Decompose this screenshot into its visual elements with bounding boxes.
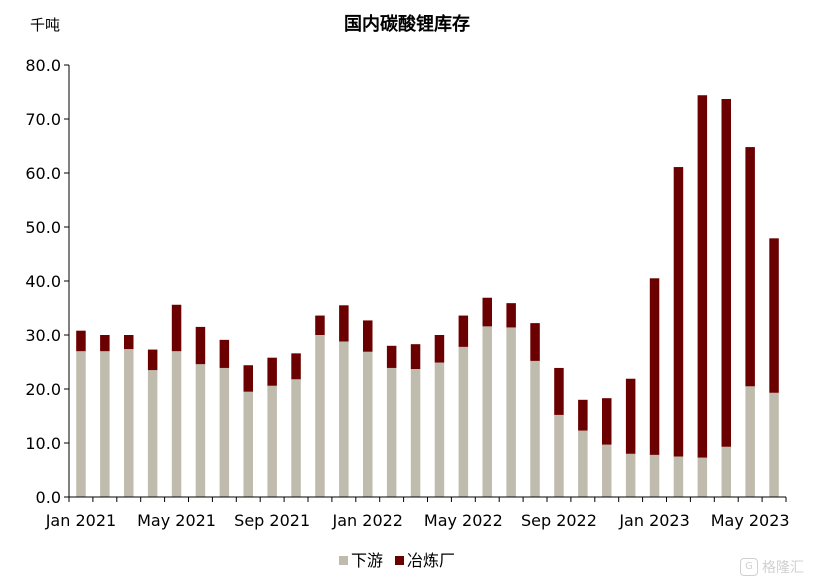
legend-swatch-downstream bbox=[339, 556, 348, 565]
y-tick-label: 20.0 bbox=[25, 380, 61, 399]
bar-smelter bbox=[625, 378, 636, 454]
bar-smelter bbox=[195, 326, 206, 365]
bar-downstream bbox=[434, 362, 445, 497]
x-tick-label: May 2023 bbox=[711, 511, 790, 530]
bar-smelter bbox=[171, 304, 182, 352]
y-tick-label: 0.0 bbox=[36, 488, 61, 507]
bar-smelter bbox=[697, 95, 708, 458]
bar-downstream bbox=[171, 351, 182, 497]
legend-label-smelter: 冶炼厂 bbox=[407, 551, 455, 570]
bar-downstream bbox=[339, 341, 349, 497]
bar-downstream bbox=[267, 385, 277, 497]
bar-downstream bbox=[625, 453, 636, 497]
x-tick-label: Sep 2021 bbox=[234, 511, 310, 530]
y-tick-label: 70.0 bbox=[25, 110, 61, 129]
bar-smelter bbox=[243, 365, 253, 392]
bar-smelter bbox=[769, 238, 779, 393]
bar-smelter bbox=[100, 335, 110, 352]
bar-downstream bbox=[769, 392, 779, 497]
bar-smelter bbox=[315, 315, 325, 335]
bar-downstream bbox=[578, 430, 588, 497]
bar-smelter bbox=[578, 399, 588, 431]
bar-downstream bbox=[506, 327, 516, 497]
bar-downstream bbox=[530, 360, 540, 497]
y-tick-label: 10.0 bbox=[25, 434, 61, 453]
bar-smelter bbox=[124, 335, 134, 350]
y-tick-label: 30.0 bbox=[25, 326, 61, 345]
x-tick-label: May 2021 bbox=[137, 511, 216, 530]
y-tick-label: 40.0 bbox=[25, 272, 61, 291]
bar-downstream bbox=[124, 349, 134, 497]
bar-downstream bbox=[602, 444, 612, 497]
bar-smelter bbox=[76, 330, 86, 352]
bar-downstream bbox=[76, 351, 86, 497]
x-tick-label: May 2022 bbox=[424, 511, 503, 530]
watermark-logo-icon: G bbox=[740, 558, 758, 576]
chart-title: 国内碳酸锂库存 bbox=[344, 13, 470, 35]
bar-downstream bbox=[363, 351, 373, 497]
bar-smelter bbox=[745, 147, 755, 387]
bar-downstream bbox=[697, 457, 708, 497]
bar-smelter bbox=[339, 305, 349, 342]
y-unit-label: 千吨 bbox=[30, 16, 60, 34]
y-tick-label: 80.0 bbox=[25, 56, 61, 75]
x-tick-label: Jan 2021 bbox=[45, 511, 116, 530]
legend: 下游 冶炼厂 bbox=[339, 551, 455, 570]
bar-downstream bbox=[147, 370, 158, 497]
bar-downstream bbox=[219, 367, 230, 497]
bar-downstream bbox=[315, 335, 325, 497]
bar-smelter bbox=[434, 335, 445, 363]
bar-downstream bbox=[482, 326, 492, 497]
bar-downstream bbox=[649, 454, 660, 497]
bar-downstream bbox=[195, 364, 206, 497]
bar-smelter bbox=[219, 339, 230, 368]
x-axis: Jan 2021 May 2021 Sep 2021 Jan 2022 May 2022… bbox=[45, 496, 790, 530]
bar-smelter bbox=[386, 345, 397, 368]
bar-smelter bbox=[554, 367, 564, 415]
bar-smelter bbox=[673, 167, 684, 457]
bars bbox=[76, 95, 779, 497]
y-tick-label: 50.0 bbox=[25, 218, 61, 237]
y-tick-label: 60.0 bbox=[25, 164, 61, 183]
bar-downstream bbox=[243, 391, 253, 497]
legend-label-downstream: 下游 bbox=[351, 551, 383, 570]
x-tick-label: Jan 2022 bbox=[332, 511, 403, 530]
bar-downstream bbox=[673, 456, 684, 497]
bar-downstream bbox=[745, 386, 755, 497]
bar-downstream bbox=[554, 414, 564, 497]
bar-smelter bbox=[506, 303, 516, 328]
watermark: G 格隆汇 bbox=[740, 557, 804, 577]
bar-smelter bbox=[410, 344, 421, 370]
x-tick-label: Jan 2023 bbox=[618, 511, 689, 530]
bar-downstream bbox=[410, 369, 421, 497]
bar-downstream bbox=[100, 351, 110, 497]
watermark-text: 格隆汇 bbox=[762, 560, 804, 576]
bar-smelter bbox=[147, 349, 158, 371]
bar-smelter bbox=[291, 353, 301, 380]
x-tick-label: Sep 2022 bbox=[521, 511, 597, 530]
bar-smelter bbox=[530, 323, 540, 361]
bar-downstream bbox=[386, 367, 397, 497]
bar-smelter bbox=[267, 357, 277, 386]
bar-smelter bbox=[649, 278, 660, 455]
legend-swatch-smelter bbox=[395, 556, 404, 565]
bar-downstream bbox=[721, 446, 731, 497]
bar-smelter bbox=[602, 398, 612, 445]
bar-downstream bbox=[291, 379, 301, 497]
bar-smelter bbox=[363, 320, 373, 352]
bar-smelter bbox=[482, 297, 492, 327]
bar-smelter bbox=[458, 315, 469, 347]
bar-smelter bbox=[721, 99, 731, 447]
y-axis: 0.0 10.0 20.0 30.0 40.0 50.0 60.0 70.0 80.0 bbox=[25, 56, 70, 507]
bar-downstream bbox=[458, 346, 469, 497]
